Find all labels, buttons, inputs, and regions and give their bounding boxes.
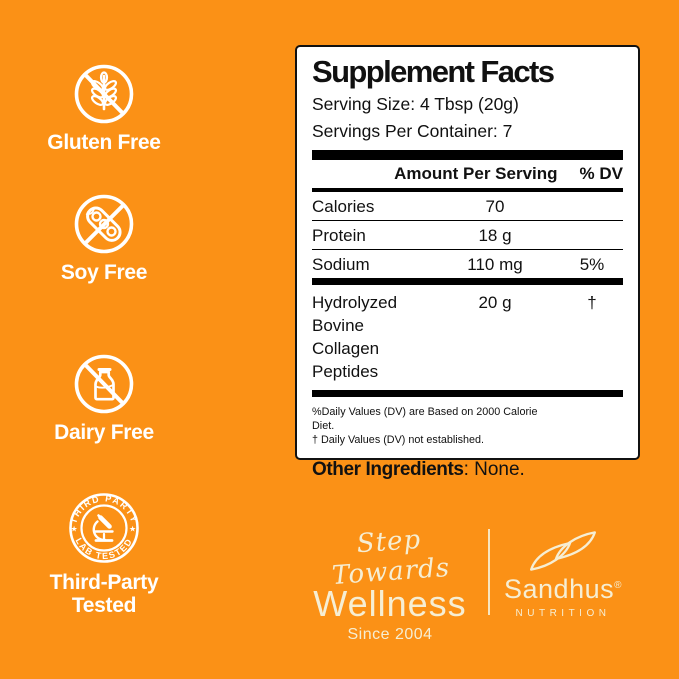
divider-thick-bottom <box>312 389 623 397</box>
nutrient-name: Hydrolyzed Bovine Collagen Peptides <box>312 292 429 384</box>
footer-divider <box>488 529 490 615</box>
servings-per-container: Servings Per Container: 7 <box>312 121 513 142</box>
nutrient-amount: 70 <box>485 196 505 216</box>
brand-name: Sandhus® <box>504 576 622 603</box>
gluten-free-badge: Gluten Free <box>14 62 194 154</box>
divider-thick-mid <box>312 278 623 286</box>
gluten-free-icon <box>74 64 134 124</box>
footnote-dv-basis: %Daily Values (DV) are Based on 2000 Cal… <box>312 405 538 433</box>
dv-header-label: % DV <box>579 164 623 184</box>
nutrient-dv: 5% <box>579 254 605 274</box>
nutrient-name: Protein <box>312 225 366 245</box>
amount-header-label: Amount Per Serving <box>394 164 558 184</box>
third-party-label-line2: Tested <box>71 594 137 618</box>
nutrient-amount: 18 g <box>478 225 512 245</box>
third-party-tested-badge: THIRD PARTY LAB TESTED ★ ★ Third-Party T… <box>14 490 194 617</box>
table-row-protein: Protein 18 g <box>312 221 623 251</box>
supplement-facts-title: Supplement Facts <box>312 54 555 89</box>
table-row-collagen: Hydrolyzed Bovine Collagen Peptides 20 g… <box>312 285 623 390</box>
nutrient-dv: † <box>587 293 597 313</box>
nutrient-name: Calories <box>312 196 375 216</box>
collagen-name-line2: Collagen Peptides <box>312 339 380 382</box>
registered-mark: ® <box>614 580 622 591</box>
footnote-dv-not-established: † Daily Values (DV) not established. <box>312 434 485 447</box>
divider-medium <box>312 188 623 193</box>
third-party-label-line1: Third-Party <box>49 571 159 594</box>
nutrient-amount: 110 mg <box>467 254 523 274</box>
nutrient-amount: 20 g <box>478 293 512 313</box>
tagline-block: Step Towards Wellness Since 2004 <box>305 525 475 644</box>
dairy-free-label: Dairy Free <box>54 421 154 444</box>
amount-per-serving-header: Amount Per Serving % DV <box>312 160 623 188</box>
table-row-sodium: Sodium 110 mg 5% <box>312 250 623 278</box>
serving-size: Serving Size: 4 Tbsp (20g) <box>312 93 519 114</box>
seal-star-right-icon: ★ <box>129 525 136 534</box>
dairy-free-icon <box>74 354 134 414</box>
third-party-tested-label: Third-Party Tested <box>50 571 159 617</box>
soy-free-icon <box>74 194 134 254</box>
microscope-icon <box>92 514 114 542</box>
dairy-free-badge: Dairy Free <box>14 352 194 444</box>
seal-star-left-icon: ★ <box>71 525 78 534</box>
collagen-name-line1: Hydrolyzed Bovine <box>312 293 398 336</box>
tagline-script-text: Step Towards <box>331 524 452 592</box>
other-ingredients-label: Other Ingredients <box>312 458 464 480</box>
brand-block: Sandhus® NUTRITION <box>503 528 623 619</box>
nutrient-name: Sodium <box>312 254 370 274</box>
other-ingredients-value: : None. <box>463 458 525 480</box>
brand-subname: NUTRITION <box>515 608 611 619</box>
divider-thick-top <box>312 150 623 161</box>
sandhus-leaf-logo-icon <box>530 531 596 571</box>
supplement-facts-panel: Supplement Facts Serving Size: 4 Tbsp (2… <box>295 45 640 480</box>
daily-value-footnotes: %Daily Values (DV) are Based on 2000 Cal… <box>312 405 562 448</box>
third-party-lab-tested-seal-icon: THIRD PARTY LAB TESTED ★ ★ <box>68 493 139 563</box>
gluten-free-label: Gluten Free <box>47 131 161 154</box>
table-row-calories: Calories 70 <box>312 192 623 222</box>
other-ingredients: Other Ingredients: None. <box>312 459 623 481</box>
soy-free-label: Soy Free <box>60 261 148 284</box>
soy-free-badge: Soy Free <box>14 192 194 284</box>
tagline-wellness-text: Wellness <box>313 583 467 624</box>
tagline-since-text: Since 2004 <box>347 625 433 643</box>
brand-name-text: Sandhus <box>504 574 615 604</box>
